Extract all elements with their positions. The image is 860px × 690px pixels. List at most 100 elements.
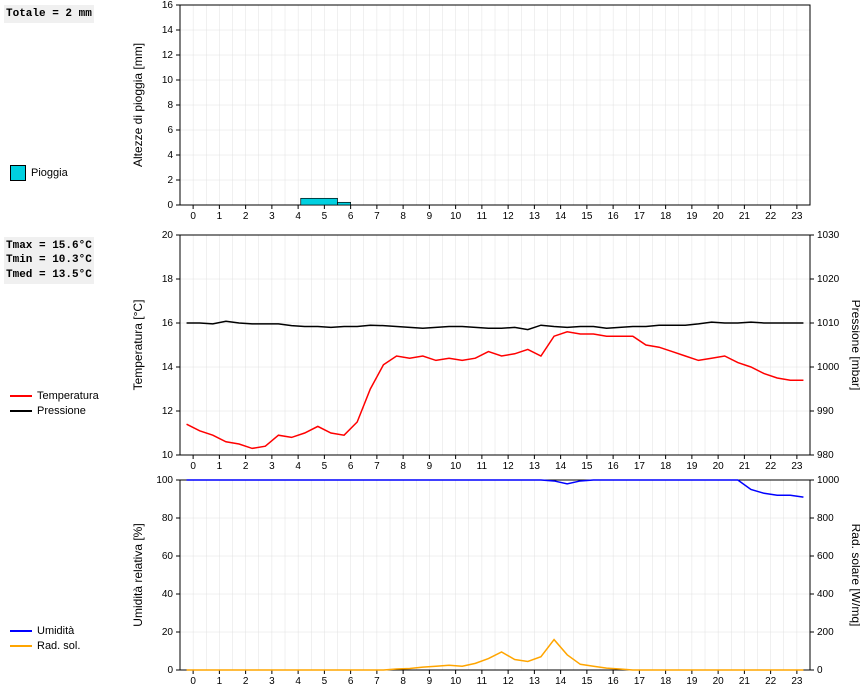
svg-text:23: 23	[791, 211, 803, 222]
svg-text:4: 4	[295, 676, 301, 687]
svg-text:12: 12	[503, 461, 515, 472]
svg-text:3: 3	[269, 461, 275, 472]
svg-text:5: 5	[322, 461, 328, 472]
chart-container: 0246810121416012345678910111213141516171…	[0, 0, 860, 690]
svg-text:17: 17	[634, 211, 646, 222]
svg-text:16: 16	[608, 461, 620, 472]
legend-label: Temperatura	[37, 390, 99, 402]
svg-text:Umidità relativa [%]: Umidità relativa [%]	[131, 523, 145, 626]
svg-text:200: 200	[817, 627, 834, 638]
svg-text:20: 20	[713, 461, 725, 472]
svg-text:23: 23	[791, 461, 803, 472]
svg-text:0: 0	[190, 211, 196, 222]
svg-text:1000: 1000	[817, 362, 840, 373]
svg-text:5: 5	[322, 676, 328, 687]
legend-item: Pressione	[10, 405, 99, 417]
svg-text:1: 1	[217, 211, 223, 222]
svg-text:4: 4	[167, 150, 173, 161]
svg-text:23: 23	[791, 676, 803, 687]
svg-text:12: 12	[162, 50, 174, 61]
svg-text:2: 2	[243, 676, 249, 687]
svg-text:12: 12	[503, 676, 515, 687]
svg-text:22: 22	[765, 676, 777, 687]
svg-text:0: 0	[190, 461, 196, 472]
temp-press-legend: Temperatura Pressione	[10, 390, 99, 420]
legend-item: Pioggia	[10, 165, 68, 181]
svg-text:Altezze di pioggia [mm]: Altezze di pioggia [mm]	[131, 43, 145, 167]
svg-text:5: 5	[322, 211, 328, 222]
svg-text:0: 0	[190, 676, 196, 687]
rain-legend: Pioggia	[10, 165, 68, 184]
svg-text:400: 400	[817, 589, 834, 600]
charts-svg: 0246810121416012345678910111213141516171…	[0, 0, 860, 690]
svg-text:0: 0	[167, 200, 173, 211]
svg-text:19: 19	[686, 461, 698, 472]
svg-text:15: 15	[581, 461, 593, 472]
svg-text:19: 19	[686, 211, 698, 222]
legend-line	[10, 410, 32, 412]
svg-text:990: 990	[817, 406, 834, 417]
legend-item: Temperatura	[10, 390, 99, 402]
svg-text:20: 20	[713, 676, 725, 687]
svg-text:11: 11	[477, 676, 488, 687]
svg-text:600: 600	[817, 551, 834, 562]
svg-text:10: 10	[450, 461, 462, 472]
svg-text:8: 8	[400, 461, 406, 472]
svg-text:10: 10	[450, 211, 462, 222]
svg-text:7: 7	[374, 461, 380, 472]
svg-text:800: 800	[817, 513, 834, 524]
svg-text:6: 6	[348, 211, 354, 222]
svg-text:80: 80	[162, 513, 174, 524]
svg-text:7: 7	[374, 211, 380, 222]
svg-text:20: 20	[713, 211, 725, 222]
svg-text:9: 9	[427, 676, 433, 687]
svg-text:14: 14	[162, 25, 174, 36]
svg-text:16: 16	[608, 676, 620, 687]
legend-item: Umidità	[10, 625, 80, 637]
svg-text:Pressione [mbar]: Pressione [mbar]	[849, 300, 860, 391]
legend-label: Pressione	[37, 405, 86, 417]
legend-swatch	[10, 165, 26, 181]
svg-text:11: 11	[477, 211, 488, 222]
svg-text:Rad. solare [W/mq]: Rad. solare [W/mq]	[849, 524, 860, 627]
svg-text:21: 21	[739, 211, 751, 222]
svg-text:22: 22	[765, 211, 777, 222]
svg-text:100: 100	[156, 475, 173, 486]
svg-text:8: 8	[167, 100, 173, 111]
svg-text:4: 4	[295, 211, 301, 222]
svg-text:21: 21	[739, 461, 751, 472]
svg-text:14: 14	[555, 211, 567, 222]
svg-text:10: 10	[162, 75, 174, 86]
svg-text:8: 8	[400, 211, 406, 222]
legend-line	[10, 645, 32, 647]
svg-text:10: 10	[162, 450, 174, 461]
svg-text:18: 18	[660, 676, 672, 687]
svg-text:980: 980	[817, 450, 834, 461]
svg-text:1030: 1030	[817, 230, 840, 241]
svg-text:17: 17	[634, 461, 646, 472]
svg-text:6: 6	[348, 676, 354, 687]
svg-text:2: 2	[243, 461, 249, 472]
svg-text:14: 14	[555, 461, 567, 472]
svg-text:1: 1	[217, 461, 223, 472]
svg-text:13: 13	[529, 211, 541, 222]
svg-text:9: 9	[427, 461, 433, 472]
svg-text:10: 10	[450, 676, 462, 687]
humid-rad-legend: UmiditàRad. sol.	[10, 625, 80, 655]
svg-text:2: 2	[243, 211, 249, 222]
svg-text:0: 0	[817, 665, 823, 676]
svg-text:40: 40	[162, 589, 174, 600]
svg-text:11: 11	[477, 461, 488, 472]
svg-text:60: 60	[162, 551, 174, 562]
svg-text:4: 4	[295, 461, 301, 472]
svg-text:8: 8	[400, 676, 406, 687]
svg-text:19: 19	[686, 676, 698, 687]
svg-text:1010: 1010	[817, 318, 840, 329]
svg-text:16: 16	[162, 318, 174, 329]
svg-text:12: 12	[162, 406, 174, 417]
svg-text:3: 3	[269, 211, 275, 222]
svg-text:9: 9	[427, 211, 433, 222]
svg-text:15: 15	[581, 676, 593, 687]
svg-text:14: 14	[555, 676, 567, 687]
svg-text:17: 17	[634, 676, 646, 687]
